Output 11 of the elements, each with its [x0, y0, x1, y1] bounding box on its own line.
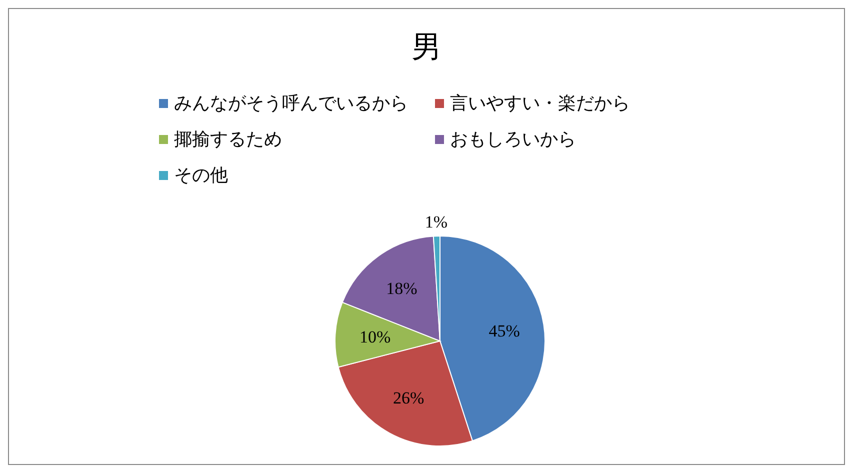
data-label: 18% [386, 278, 418, 298]
legend-label: 言いやすい・楽だから [450, 92, 630, 115]
legend-label: おもしろいから [450, 128, 576, 151]
data-label: 1% [424, 212, 448, 232]
data-label: 45% [488, 321, 520, 340]
legend-label: みんながそう呼んでいるから [174, 92, 408, 115]
legend-label: その他 [174, 164, 228, 187]
data-label: 26% [393, 388, 424, 408]
legend-label: 揶揄するため [174, 128, 282, 151]
data-label: 10% [359, 327, 391, 346]
chart-title: 男 [410, 29, 442, 67]
